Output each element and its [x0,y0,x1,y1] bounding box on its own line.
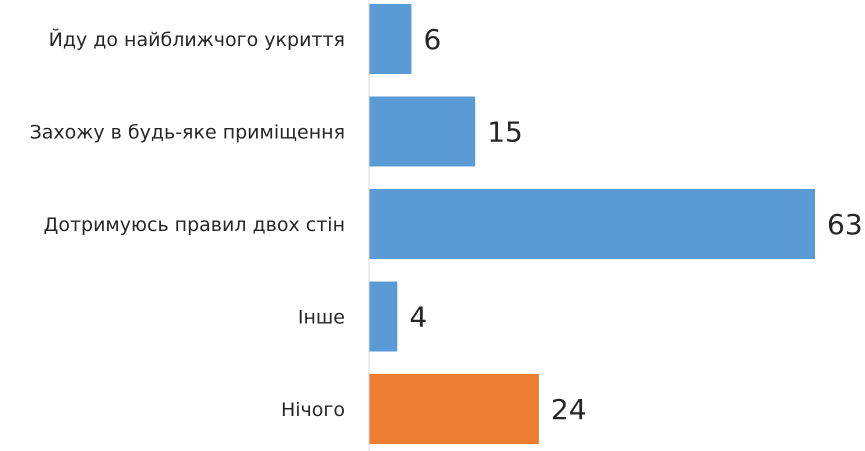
category-label: Дотримуюсь правил двох стін [43,214,345,236]
category-label: Інше [298,307,345,329]
value-label: 4 [409,301,427,334]
category-labels-group: Йду до найближчого укриття Захожу в будь-… [30,28,345,421]
bar [369,4,412,74]
bar [369,374,539,444]
value-labels-group: 6 15 63 4 24 [409,23,862,426]
category-label: Захожу в будь-яке приміщення [30,122,345,144]
value-label: 15 [487,116,523,149]
bars-group [369,4,815,444]
value-label: 63 [827,208,863,241]
category-label: Нічого [281,399,345,421]
bar [369,189,815,259]
bar [369,96,476,167]
category-label: Йду до найближчого укриття [49,28,345,51]
value-label: 6 [423,23,441,56]
bar [369,281,398,352]
value-label: 24 [551,393,587,426]
